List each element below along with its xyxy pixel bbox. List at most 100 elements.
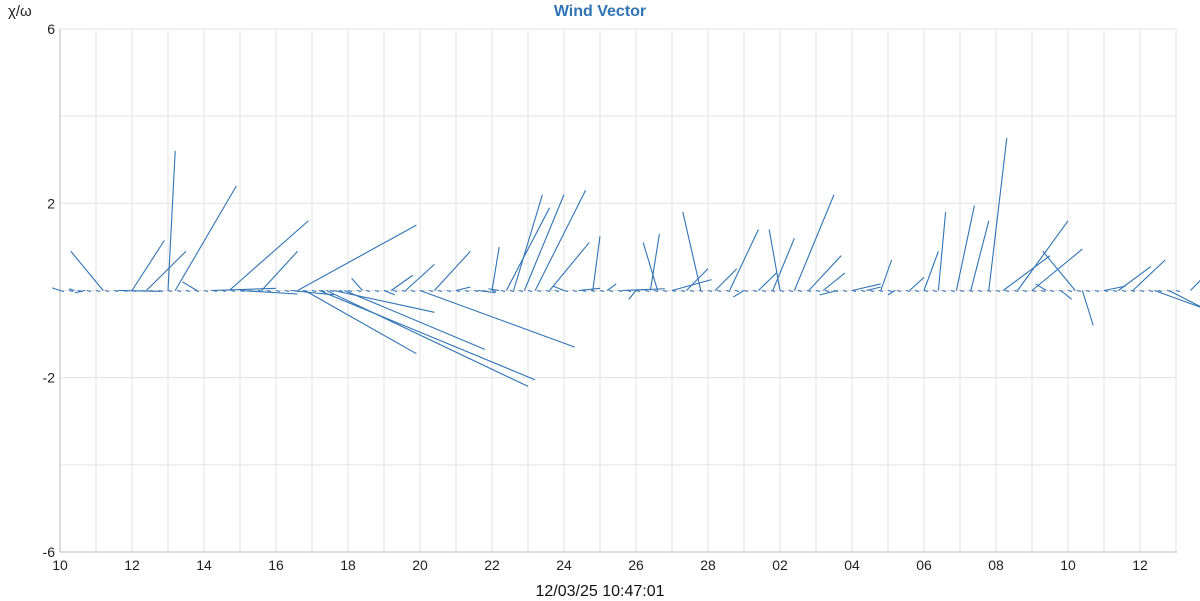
- baseline-tick: [1112, 290, 1118, 292]
- baseline-tick: [257, 290, 263, 292]
- x-tick-label: 10: [52, 557, 68, 573]
- baseline-tick: [212, 290, 218, 292]
- baseline-tick: [653, 290, 659, 292]
- baseline-tick: [1157, 290, 1163, 292]
- wind-vector: [822, 272, 846, 291]
- baseline-tick: [104, 290, 110, 292]
- baseline-tick: [968, 290, 974, 292]
- baseline-tick: [662, 290, 668, 292]
- baseline-tick: [221, 290, 227, 292]
- baseline-tick: [995, 290, 1001, 292]
- baseline-tick: [581, 290, 587, 292]
- baseline-tick: [626, 290, 632, 292]
- x-tick-label: 10: [1060, 557, 1076, 573]
- wind-vector: [819, 289, 838, 296]
- baseline-tick: [950, 290, 956, 292]
- baseline-tick: [275, 290, 281, 292]
- x-axis-label: 12/03/25 10:47:01: [535, 583, 665, 600]
- baseline-tick: [977, 290, 983, 292]
- baseline-tick: [779, 290, 785, 292]
- wind-vector: [1060, 290, 1072, 300]
- baseline-tick: [194, 290, 200, 292]
- baseline-tick: [113, 290, 119, 292]
- wind-vector: [729, 229, 759, 291]
- baseline-tick: [86, 290, 92, 292]
- baseline-tick: [293, 290, 299, 292]
- wind-vector: [523, 194, 565, 291]
- wind-vector: [131, 240, 165, 291]
- wind-vector: [390, 274, 414, 291]
- baseline-tick: [761, 290, 767, 292]
- baseline-tick: [491, 290, 497, 292]
- baseline-tick: [77, 290, 83, 292]
- baseline-tick: [509, 290, 515, 292]
- baseline-tick: [1049, 290, 1055, 292]
- baseline-tick: [1175, 290, 1181, 292]
- baseline-tick: [1067, 290, 1073, 292]
- wind-vector: [1081, 290, 1094, 326]
- baseline-tick: [797, 290, 803, 292]
- wind-vector: [455, 286, 471, 292]
- wind-vector: [326, 290, 529, 387]
- baseline-tick: [932, 290, 938, 292]
- wind-vector: [1103, 285, 1126, 292]
- baseline-tick: [1148, 290, 1154, 292]
- baseline-tick: [383, 290, 389, 292]
- wind-vector: [851, 283, 881, 292]
- wind-vector: [68, 288, 75, 292]
- baseline-tick: [986, 290, 992, 292]
- baseline-tick: [698, 290, 704, 292]
- baseline-tick: [896, 290, 902, 292]
- wind-vector: [1042, 250, 1076, 291]
- x-tick-label: 18: [340, 557, 356, 573]
- x-tick-label: 12: [124, 557, 140, 573]
- baseline-tick: [95, 290, 101, 292]
- baseline-tick: [1085, 290, 1091, 292]
- baseline-tick: [428, 290, 434, 292]
- baseline-tick: [608, 290, 614, 292]
- baseline-tick: [1103, 290, 1109, 292]
- wind-vector: [606, 283, 617, 291]
- baseline-tick: [401, 290, 407, 292]
- baseline-tick: [788, 290, 794, 292]
- baseline-tick: [716, 290, 722, 292]
- wind-vector: [887, 290, 896, 296]
- baseline-tick: [572, 290, 578, 292]
- baseline-tick: [356, 290, 362, 292]
- wind-vector: [1031, 248, 1083, 291]
- baseline-tick: [1094, 290, 1100, 292]
- wind-vector: [808, 255, 842, 291]
- wind-vector: [758, 272, 777, 291]
- baseline-tick: [617, 290, 623, 292]
- baseline-tick: [392, 290, 398, 292]
- baseline-tick: [347, 290, 353, 292]
- x-tick-label: 16: [268, 557, 284, 573]
- wind-vector: [592, 235, 601, 291]
- baseline-tick: [806, 290, 812, 292]
- wind-vector: [491, 246, 500, 291]
- baseline-tick: [554, 290, 560, 292]
- baseline-tick: [1130, 290, 1136, 292]
- baseline-tick: [599, 290, 605, 292]
- baseline-tick: [824, 290, 830, 292]
- baseline-tick: [140, 290, 146, 292]
- baseline-tick: [743, 290, 749, 292]
- wind-vector: [333, 289, 435, 313]
- baseline-tick: [59, 290, 65, 292]
- wind-vector: [167, 151, 176, 291]
- wind-vector: [488, 288, 500, 292]
- baseline-tick: [635, 290, 641, 292]
- baseline-tick: [239, 290, 245, 292]
- baseline-tick: [374, 290, 380, 292]
- baseline-tick: [905, 290, 911, 292]
- y-axis-label: χ/ω: [8, 3, 32, 20]
- x-tick-label: 28: [700, 557, 716, 573]
- wind-vector: [51, 287, 61, 292]
- wind-vector: [351, 277, 363, 291]
- baseline-tick: [230, 290, 236, 292]
- baseline-tick: [590, 290, 596, 292]
- wind-vector: [549, 242, 590, 291]
- baseline-tick: [914, 290, 920, 292]
- wind-vector: [70, 250, 104, 291]
- wind-vector: [405, 263, 435, 291]
